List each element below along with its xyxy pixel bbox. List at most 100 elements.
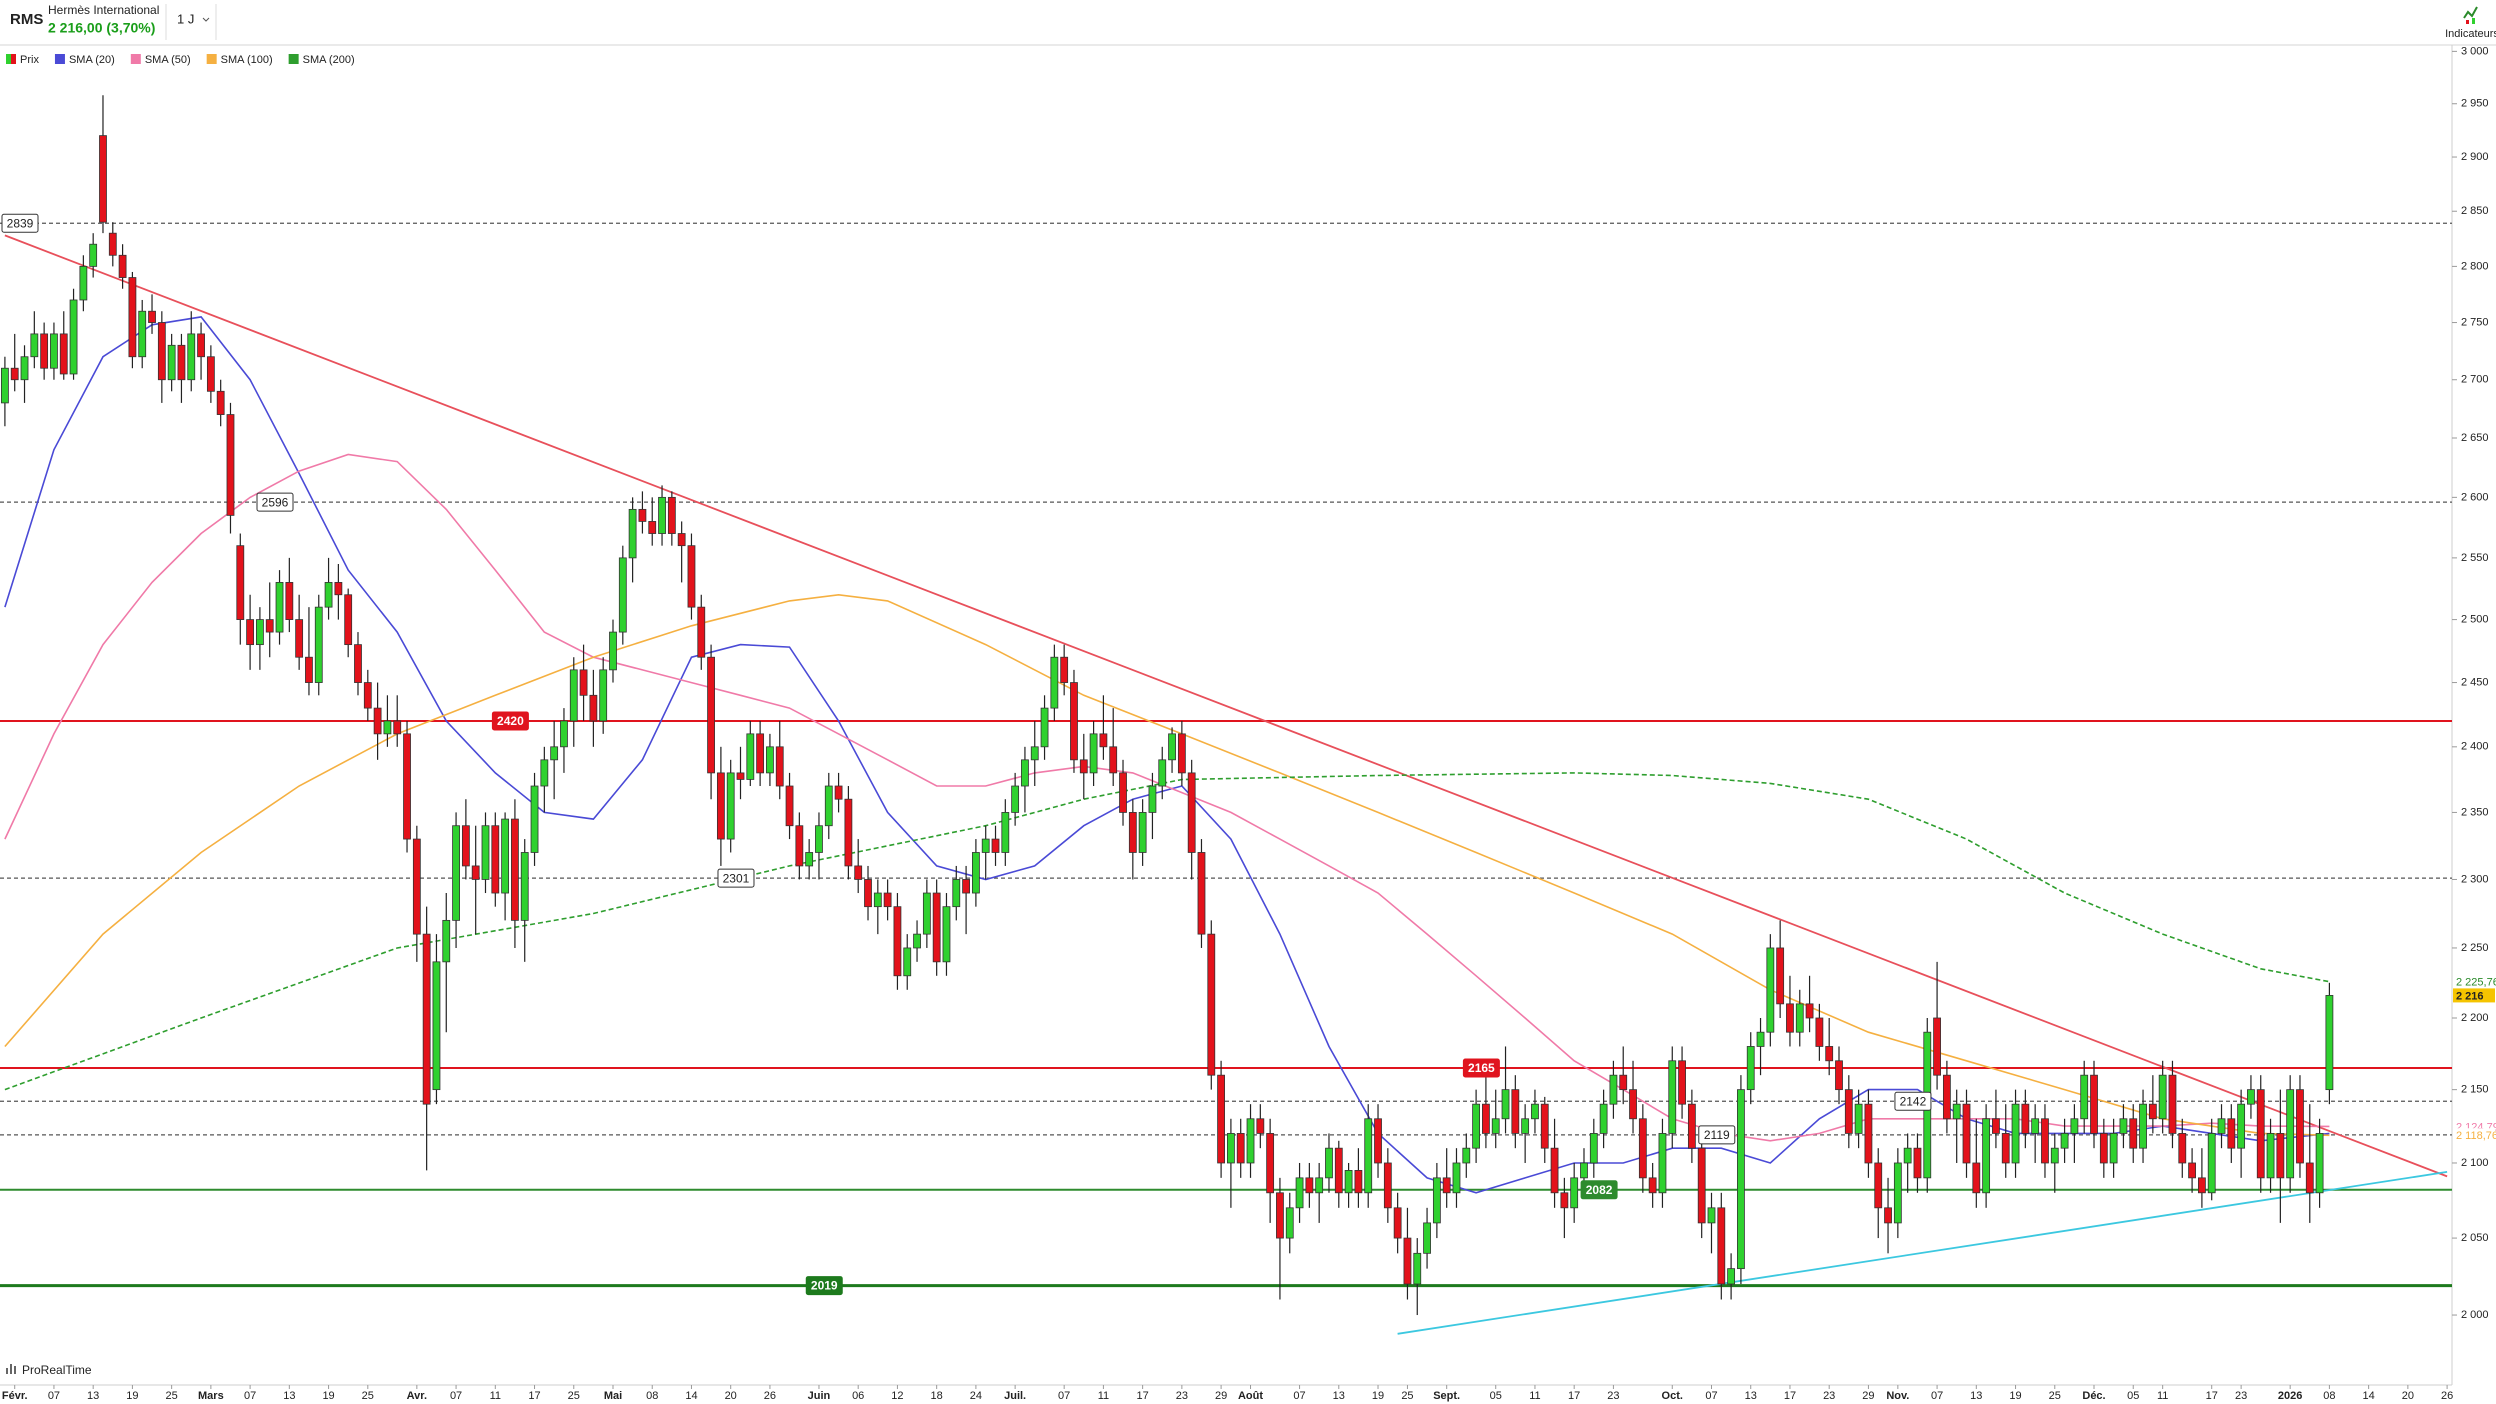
candle-body <box>1364 1118 1373 1194</box>
x-tick-label: 18 <box>931 1390 943 1402</box>
watermark: ProRealTime <box>22 1363 92 1377</box>
instrument-name: Hermès International <box>48 3 159 17</box>
x-tick-label: 19 <box>1372 1390 1384 1402</box>
x-tick-label: 29 <box>1215 1390 1227 1402</box>
candle-body <box>1482 1103 1490 1134</box>
level-label: 2119 <box>1704 1128 1730 1142</box>
timeframe-dropdown[interactable]: 1 J <box>177 11 210 26</box>
candle-body <box>1933 1017 1941 1076</box>
watermark-icon <box>14 1366 16 1374</box>
legend: Prix SMA (20) SMA (50) SMA (100) SMA (200) <box>6 54 355 66</box>
candle-body <box>1354 1170 1363 1194</box>
candle-body <box>2070 1118 2079 1134</box>
candle-body <box>1874 1162 1883 1209</box>
candle-body <box>540 759 549 787</box>
candle-body <box>1079 759 1088 774</box>
x-tick-label: 06 <box>852 1390 864 1402</box>
candle-body <box>628 508 637 559</box>
candle-body <box>1452 1162 1461 1194</box>
y-tick-label: 2 950 <box>2461 98 2489 110</box>
candle-body <box>1629 1089 1637 1120</box>
x-tick-label: 13 <box>1970 1390 1982 1402</box>
candle-body <box>187 333 196 381</box>
candle-body <box>530 785 539 853</box>
candle-body <box>1531 1103 1539 1120</box>
y-tick-label: 2 650 <box>2461 432 2489 444</box>
x-tick-label: 17 <box>2206 1390 2218 1402</box>
candle-body <box>569 669 578 722</box>
x-tick-label: Sept. <box>1433 1390 1460 1402</box>
legend-icon <box>6 54 11 64</box>
indicators-button[interactable]: Indicateurs <box>2445 2 2496 42</box>
candle-body <box>1962 1103 1971 1164</box>
candle-body <box>893 906 902 977</box>
candle-body <box>1442 1177 1451 1194</box>
candle-body <box>1795 1003 1804 1033</box>
candle-body <box>932 892 941 963</box>
candle-body <box>2090 1074 2098 1134</box>
candle-body <box>2247 1089 2255 1105</box>
candle-body <box>285 582 294 620</box>
x-tick-label: 17 <box>1568 1390 1580 1402</box>
candle-body <box>1197 852 1206 935</box>
candle-body <box>2139 1103 2147 1149</box>
candle-body <box>1982 1118 1991 1194</box>
indicators-label[interactable]: Indicateurs <box>2445 28 2496 40</box>
candle-body <box>2158 1074 2167 1120</box>
x-tick-label: Févr. <box>2 1390 28 1402</box>
trend-line <box>4 234 2448 1178</box>
level-label: 2420 <box>497 714 524 728</box>
candle-body <box>236 545 245 620</box>
candle-body <box>2305 1162 2314 1194</box>
last-value-box <box>2453 988 2495 1003</box>
candle-body <box>589 694 598 722</box>
level-label-box <box>1698 1125 1736 1145</box>
candle-body <box>344 594 353 646</box>
candle-body <box>697 606 706 658</box>
candle-body <box>452 825 460 921</box>
x-tick-label: 13 <box>87 1390 99 1402</box>
candle-body <box>20 356 29 381</box>
y-tick-label: 2 900 <box>2461 151 2489 163</box>
candle-body <box>2276 1133 2285 1179</box>
legend-label: SMA (200) <box>303 54 355 66</box>
candle-body <box>599 669 608 722</box>
candle-body <box>834 785 843 800</box>
watermark-icon <box>10 1364 12 1374</box>
candle-body <box>677 533 686 547</box>
candle-body <box>2129 1118 2138 1149</box>
candle-body <box>197 333 205 358</box>
candle-body <box>609 631 617 671</box>
sma-line <box>4 772 2330 1091</box>
x-tick-label: 17 <box>1784 1390 1796 1402</box>
candle-body <box>226 414 235 516</box>
candle-body <box>79 265 88 301</box>
y-tick-label: 2 800 <box>2461 260 2489 272</box>
candle-body <box>1893 1162 1902 1224</box>
candle-body <box>1697 1147 1706 1224</box>
candle-body <box>1550 1147 1559 1194</box>
x-tick-label: 24 <box>970 1390 982 1402</box>
last-value-label: 2 216 <box>2456 990 2484 1002</box>
candle-body <box>1972 1162 1981 1194</box>
candle-body <box>59 333 68 375</box>
candle-body <box>687 545 696 608</box>
price-change: 2 216,00 (3,70%) <box>48 20 155 36</box>
candle-body <box>1256 1118 1265 1134</box>
candle-body <box>1295 1177 1304 1209</box>
legend-icon <box>288 54 299 64</box>
candle-body <box>756 733 765 774</box>
candle-body <box>1021 759 1029 787</box>
candle-body <box>560 720 568 748</box>
y-tick-label: 2 250 <box>2461 942 2489 954</box>
candle-body <box>1668 1060 1677 1134</box>
x-tick-label: 07 <box>450 1390 462 1402</box>
candle-body <box>1040 707 1049 748</box>
level-label-box <box>256 492 294 512</box>
candle-body <box>108 232 117 256</box>
timeframe[interactable]: 1 J <box>177 11 194 26</box>
candle-body <box>1236 1133 1245 1164</box>
candle-body <box>1119 772 1127 813</box>
candle-body <box>1717 1207 1726 1285</box>
